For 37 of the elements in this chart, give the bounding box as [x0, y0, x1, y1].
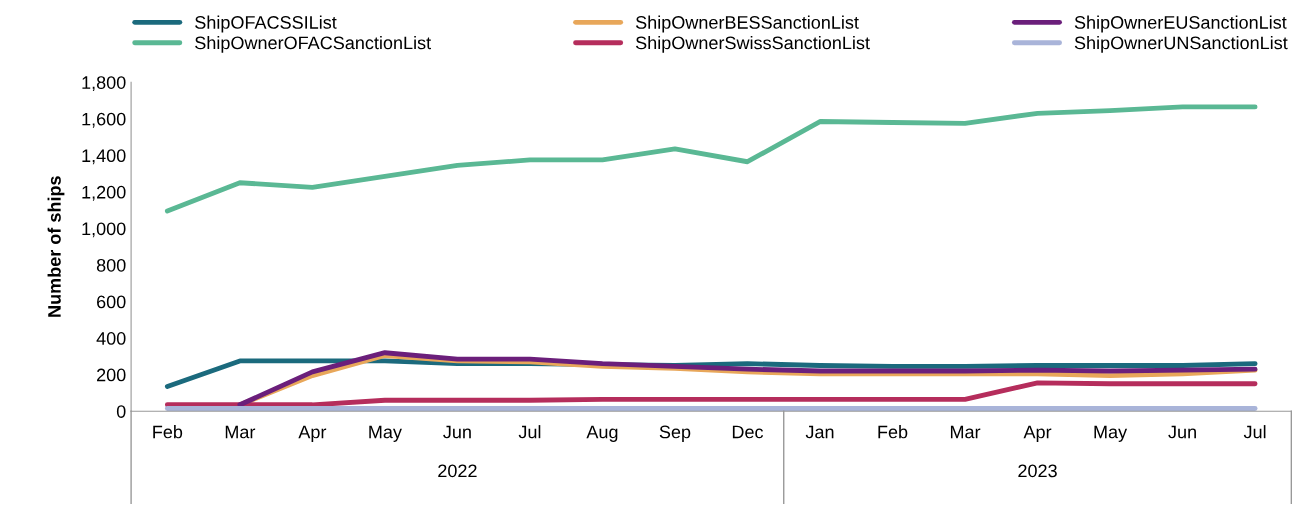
- text: 2022: [438, 464, 477, 478]
- x-tick-label: Mar: [225, 425, 256, 439]
- x-tick-label: Aug: [586, 425, 618, 442]
- y-tick-label: 400: [96, 332, 126, 345]
- x-tick-label: Mar: [950, 425, 981, 439]
- x-tick-label: Dec: [732, 425, 764, 439]
- line-series: [164, 380, 1258, 408]
- line-series: [164, 104, 1258, 214]
- legend-label: ShipOwnerEUSanctionList: [1074, 15, 1287, 33]
- legend-label: ShipOwnerBESSanctionList: [635, 15, 859, 33]
- x-tick-label: May: [369, 425, 402, 442]
- legend-label: ShipOwnerOFACSanctionList: [195, 36, 431, 53]
- y-tick-label: 0: [116, 405, 126, 418]
- y-tick-label: 200: [97, 368, 126, 382]
- x-tick-label: Apr: [1023, 425, 1052, 442]
- x-tick-label: Jul: [518, 425, 541, 439]
- legend-label: ShipOwnerUNSanctionList: [1074, 36, 1288, 53]
- x-tick-label: Jun: [443, 425, 471, 439]
- x-tick-label: Feb: [153, 425, 183, 439]
- y-tick-label: 800: [96, 258, 126, 272]
- x-tick-label: Jul: [1243, 425, 1266, 439]
- x-tick-label: Sep: [659, 425, 691, 442]
- y-tick-label: 1,200: [82, 185, 126, 201]
- x-tick-label: May: [1094, 425, 1128, 442]
- text: 2023: [1018, 464, 1057, 478]
- y-axis-title: Number of ships: [47, 176, 65, 317]
- legend-label: ShipOFACSSIList: [195, 15, 337, 33]
- y-tick-label: 600: [97, 295, 126, 309]
- x-tick-label: Jan: [805, 425, 834, 439]
- x-tick-label: Apr: [298, 425, 327, 442]
- x-tick-label: Feb: [878, 425, 908, 439]
- y-tick-label: 1,600: [82, 112, 126, 128]
- legend-label: ShipOwnerSwissSanctionList: [635, 36, 870, 53]
- y-tick-label: 1,400: [82, 149, 126, 165]
- y-tick-label: 1,000: [82, 222, 126, 238]
- y-tick-label: 1,800: [82, 76, 126, 92]
- x-tick-label: Jun: [1168, 425, 1196, 439]
